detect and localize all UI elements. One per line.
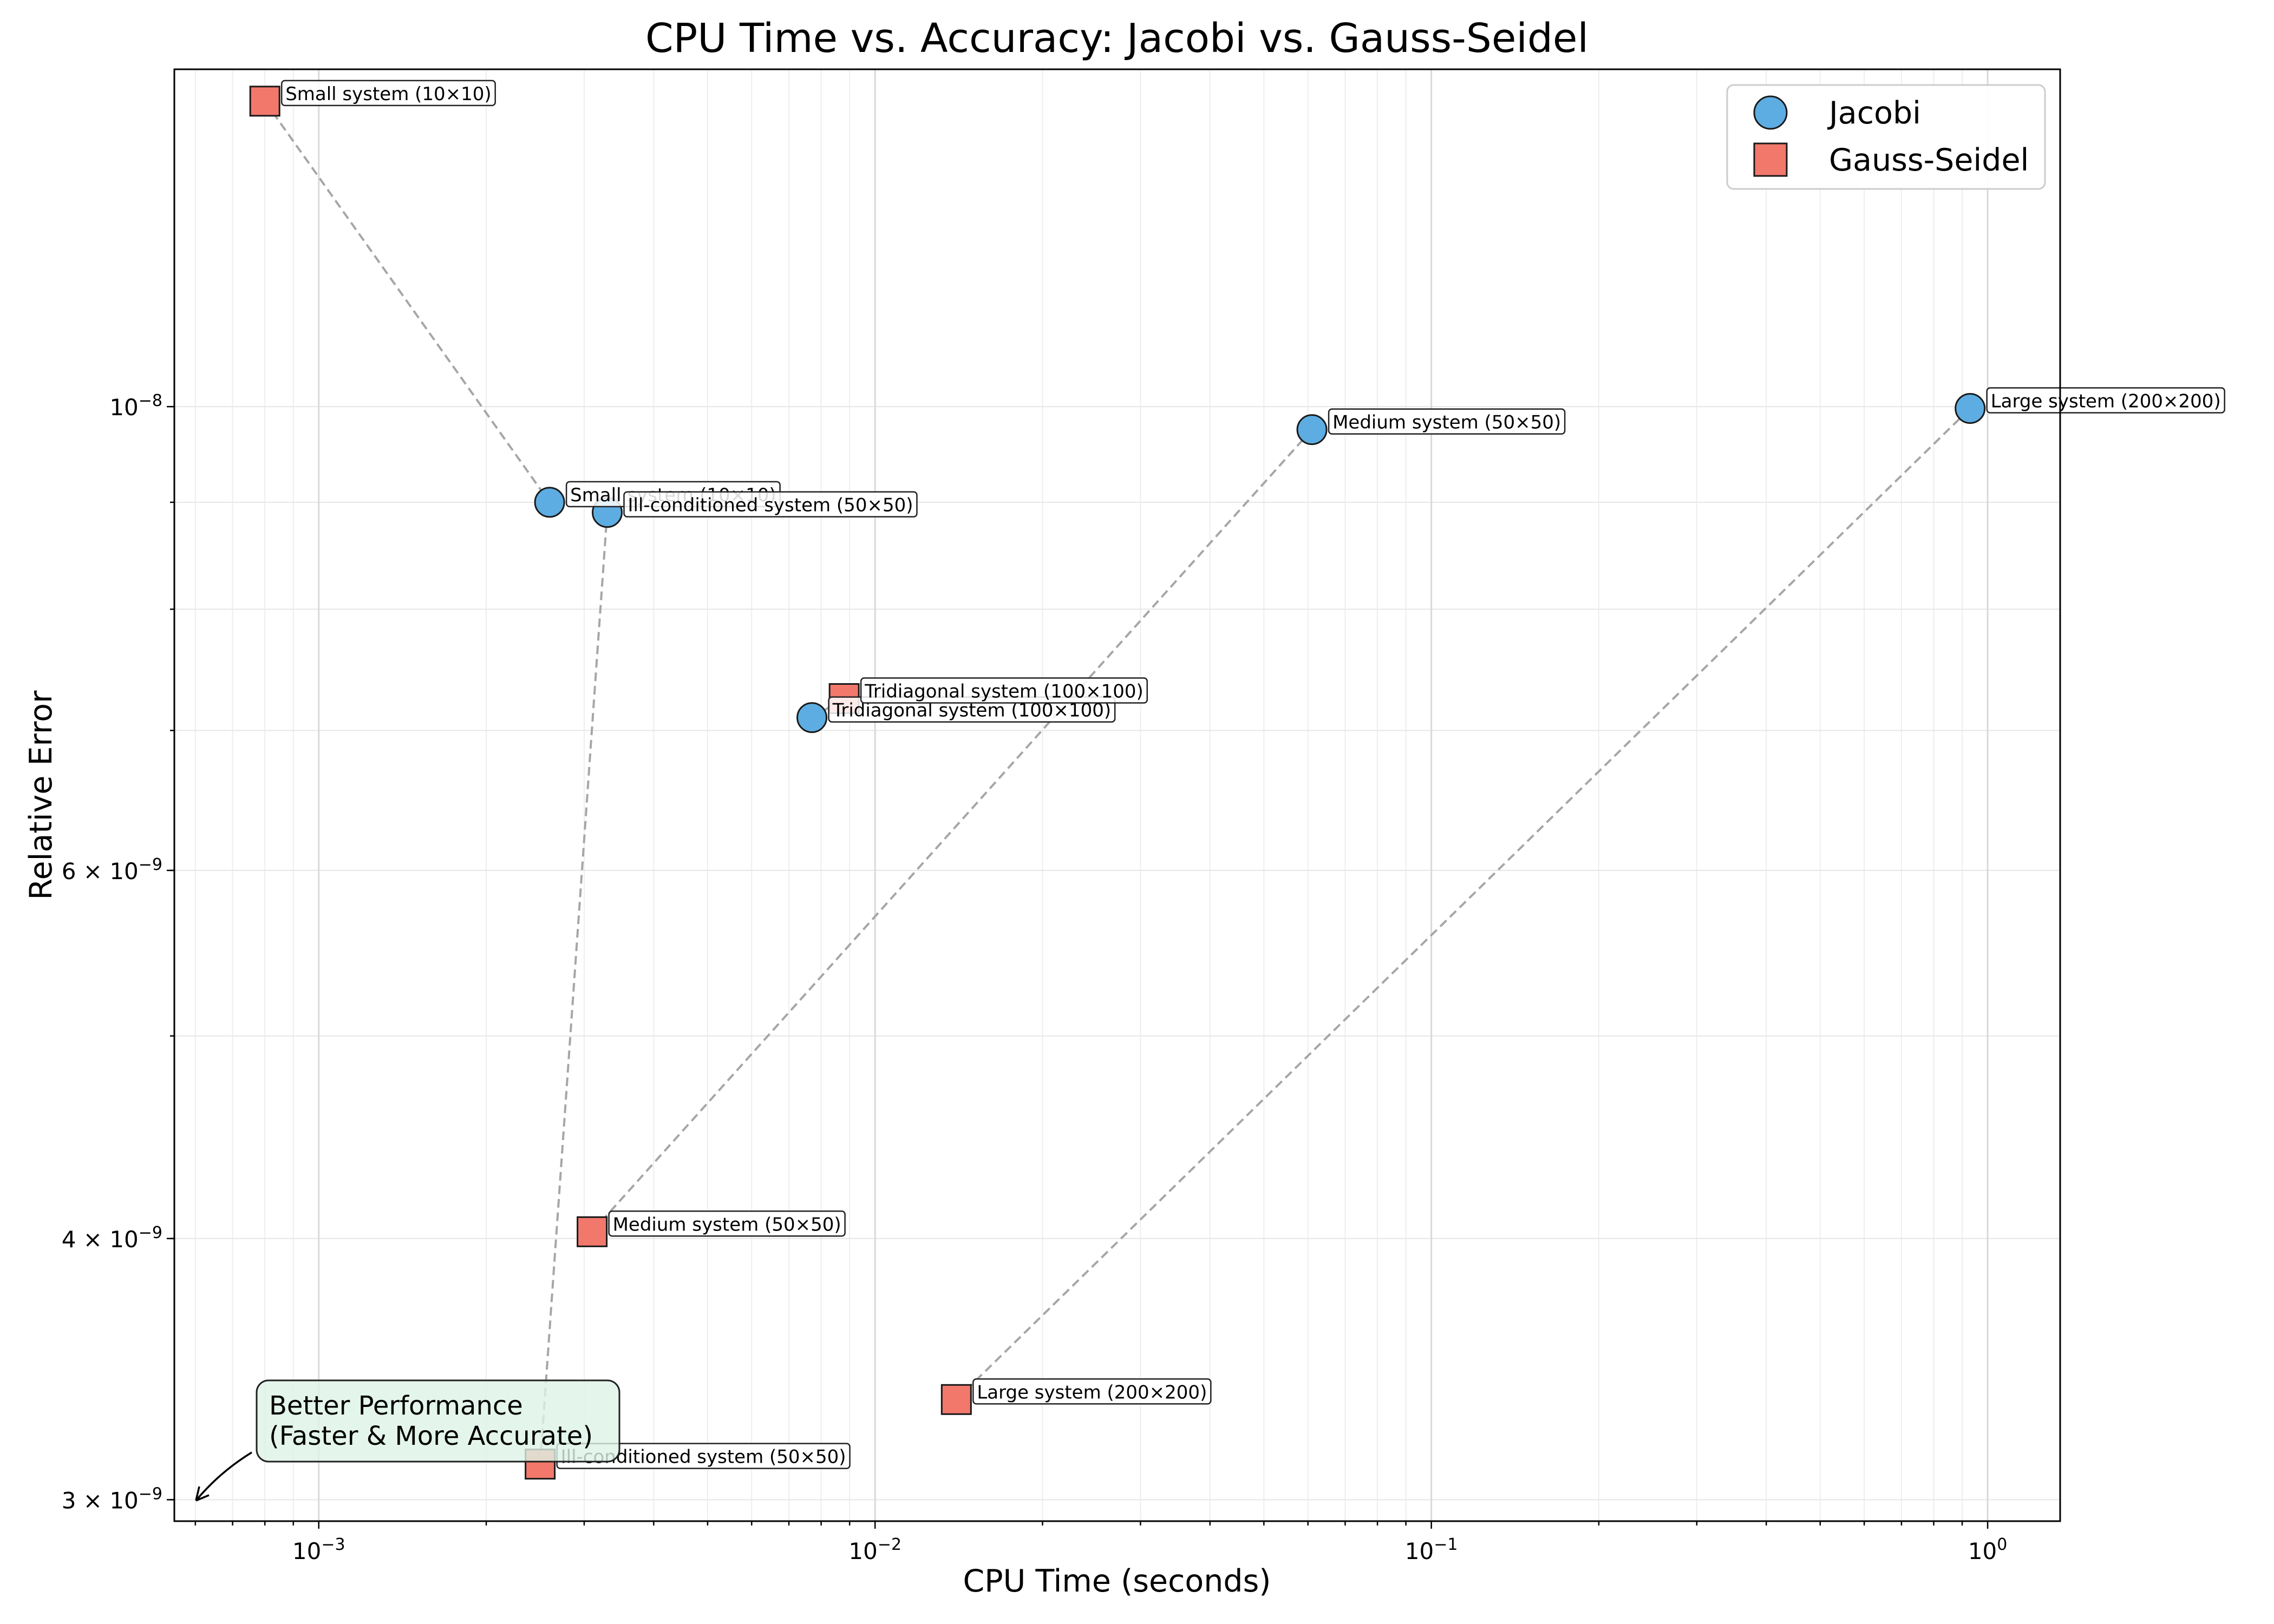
y-tick-exponent: −9 bbox=[139, 855, 162, 874]
connector-line bbox=[264, 100, 551, 503]
gauss-seidel-point bbox=[249, 86, 280, 117]
y-tick-label: 6 × 10−9 bbox=[62, 855, 162, 885]
point-label: Medium system (50×50) bbox=[1332, 412, 1561, 434]
y-tick-exponent: −9 bbox=[139, 1223, 162, 1242]
connector-line bbox=[591, 429, 1313, 1233]
x-tick-exponent: −1 bbox=[1434, 1535, 1458, 1554]
gauss-seidel-point bbox=[940, 1384, 972, 1415]
x-tick-label: 100 bbox=[1968, 1535, 2008, 1565]
point-label: Large system (200×200) bbox=[977, 1381, 1207, 1403]
y-tick-base: 10 bbox=[109, 1487, 138, 1514]
connector-line bbox=[539, 512, 609, 1464]
legend-label: Jacobi bbox=[1827, 95, 1921, 131]
y-tick-label: 3 × 10−9 bbox=[62, 1484, 162, 1514]
legend-label: Gauss-Seidel bbox=[1829, 142, 2029, 178]
x-tick-base: 10 bbox=[1405, 1538, 1434, 1564]
x-axis-label: CPU Time (seconds) bbox=[963, 1563, 1271, 1599]
y-tick-base: 10 bbox=[109, 394, 138, 421]
plot-frame bbox=[173, 68, 2061, 1522]
y-tick-exponent: −9 bbox=[139, 1484, 162, 1503]
minor-gridlines bbox=[174, 69, 2060, 1521]
point-label-box bbox=[972, 1378, 1212, 1405]
point-label: Ill-conditioned system (50×50) bbox=[628, 495, 913, 516]
point-label-box bbox=[1328, 408, 1566, 435]
legend: Jacobi Gauss-Seidel bbox=[1726, 84, 2046, 190]
x-tick-label: 10−3 bbox=[292, 1535, 345, 1565]
jacobi-point bbox=[1955, 393, 1986, 424]
annotation-arrow bbox=[195, 1451, 252, 1502]
jacobi-point bbox=[1296, 414, 1328, 446]
gauss-seidel-point bbox=[577, 1216, 608, 1247]
y-tick-label: 4 × 10−9 bbox=[62, 1223, 162, 1253]
x-tick-label: 10−2 bbox=[848, 1535, 901, 1565]
x-tick-base: 10 bbox=[292, 1538, 321, 1564]
legend-gauss-seidel-marker bbox=[1753, 142, 1788, 177]
connector-lines bbox=[264, 100, 1971, 1464]
x-tick-label: 10−1 bbox=[1405, 1535, 1458, 1565]
annotation-text: (Faster & More Accurate) bbox=[269, 1421, 593, 1451]
x-tick-base: 10 bbox=[1968, 1538, 1997, 1564]
x-tick-exponent: −3 bbox=[321, 1535, 345, 1554]
y-tick-mantissa: 6 × bbox=[62, 858, 110, 885]
point-label: Large system (200×200) bbox=[1991, 391, 2221, 412]
performance-annotation: Better Performance(Faster & More Accurat… bbox=[195, 1379, 620, 1502]
x-tick-base: 10 bbox=[848, 1538, 877, 1564]
chart-title: CPU Time vs. Accuracy: Jacobi vs. Gauss-… bbox=[645, 15, 1589, 62]
x-tick-exponent: −2 bbox=[878, 1535, 901, 1554]
annotation-arrowhead bbox=[195, 1486, 210, 1502]
annotation-text: Better Performance bbox=[269, 1391, 523, 1421]
point-label-box bbox=[860, 677, 1148, 704]
legend-box bbox=[1726, 84, 2046, 190]
connector-line bbox=[955, 408, 1971, 1400]
jacobi-point bbox=[796, 702, 828, 734]
point-label: Small system (10×10) bbox=[285, 83, 492, 105]
point-label-box bbox=[623, 491, 918, 518]
x-tick-exponent: 0 bbox=[1997, 1535, 2007, 1554]
point-label: Medium system (50×50) bbox=[613, 1214, 841, 1235]
point-label-box bbox=[608, 1210, 846, 1237]
y-tick-base: 10 bbox=[109, 1226, 138, 1253]
y-axis-label: Relative Error bbox=[23, 690, 59, 900]
y-tick-mantissa: 3 × bbox=[62, 1487, 110, 1514]
point-label-box bbox=[280, 80, 496, 107]
point-label-box bbox=[1986, 387, 2225, 414]
jacobi-point bbox=[534, 487, 565, 518]
y-tick-label: 10−8 bbox=[109, 391, 162, 421]
y-tick-base: 10 bbox=[109, 858, 138, 885]
y-tick-exponent: −8 bbox=[139, 391, 162, 410]
point-label: Tridiagonal system (100×100) bbox=[864, 681, 1143, 703]
y-tick-mantissa: 4 × bbox=[62, 1226, 110, 1253]
major-gridlines bbox=[318, 69, 1989, 1521]
annotation-box bbox=[256, 1379, 620, 1463]
legend-jacobi-marker bbox=[1753, 95, 1788, 130]
